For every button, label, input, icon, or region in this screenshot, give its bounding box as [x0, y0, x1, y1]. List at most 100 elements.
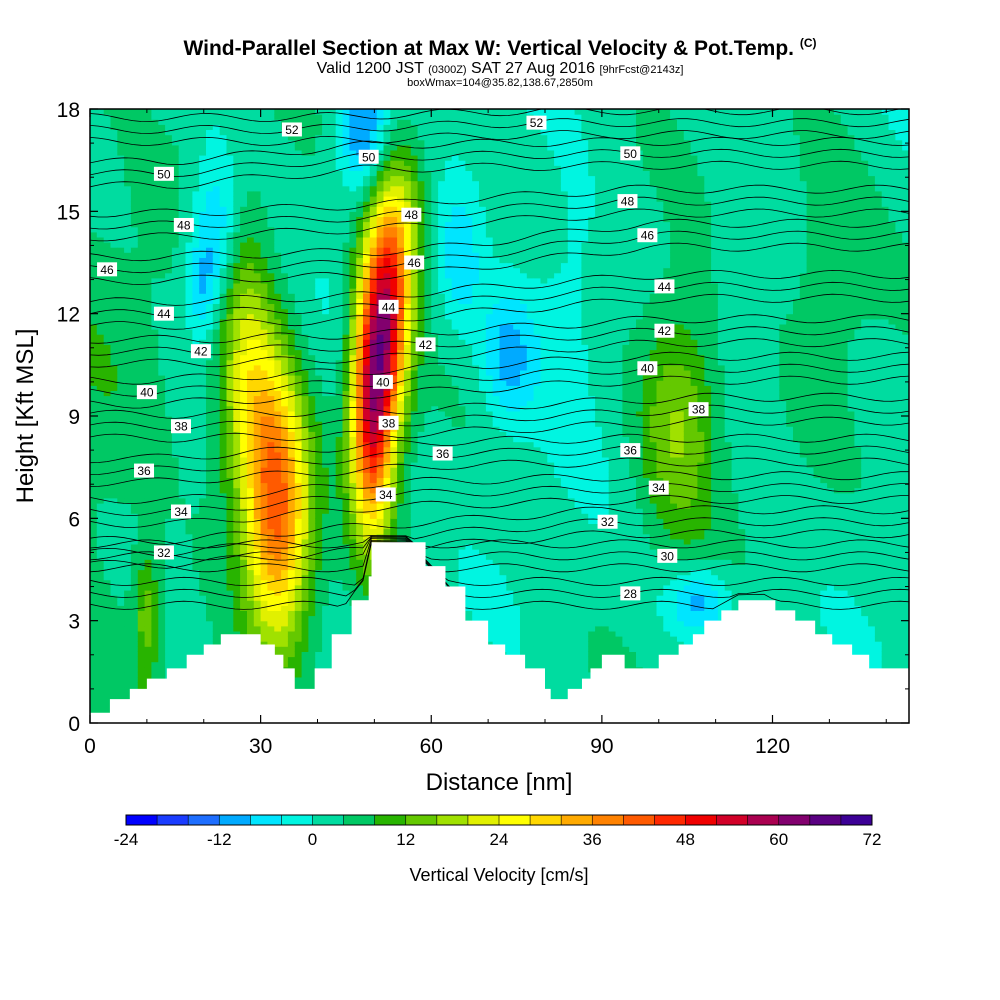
vv-cell: [124, 323, 132, 330]
vv-cell: [212, 364, 221, 371]
vv-cell: [287, 405, 296, 412]
vv-cell: [281, 574, 289, 581]
vv-cell: [110, 446, 118, 453]
vv-cell: [335, 354, 344, 361]
vv-cell: [328, 252, 337, 258]
vv-cell: [301, 155, 309, 161]
vv-cell: [274, 421, 282, 427]
vv-cell: [96, 180, 105, 187]
vv-cell: [199, 308, 207, 315]
vv-cell: [212, 487, 221, 494]
vv-cell: [233, 344, 241, 351]
vv-cell: [328, 119, 337, 125]
vv-cell: [192, 636, 200, 642]
vv-cell: [363, 579, 371, 586]
vv-cell: [349, 190, 357, 197]
vv-cell: [267, 329, 275, 335]
vv-cell: [356, 339, 364, 345]
vv-cell: [315, 298, 323, 304]
vv-cell: [110, 364, 118, 371]
vv-cell: [165, 630, 173, 637]
vv-cell: [171, 651, 180, 658]
vv-cell: [192, 492, 200, 499]
vv-cell: [192, 416, 200, 422]
vv-cell: [144, 349, 152, 356]
vv-cell: [294, 416, 303, 422]
vv-cell: [165, 431, 173, 437]
vv-cell: [137, 559, 146, 565]
vv-cell: [103, 528, 112, 535]
vv-cell: [301, 533, 309, 540]
vv-cell: [294, 303, 303, 310]
vv-cell: [110, 283, 118, 289]
vv-cell: [267, 436, 275, 443]
vv-cell: [322, 170, 330, 177]
vv-cell: [253, 185, 262, 192]
vv-cell: [322, 472, 330, 478]
vv-cell: [137, 661, 146, 668]
vv-cell: [212, 231, 221, 238]
vv-cell: [158, 134, 166, 141]
vv-cell: [185, 630, 193, 637]
vv-cell: [356, 385, 364, 391]
vv-cell: [117, 226, 125, 233]
vv-cell: [253, 180, 262, 187]
vv-cell: [130, 641, 139, 647]
vv-cell: [144, 620, 152, 627]
vv-cell: [110, 410, 118, 417]
vv-cell: [199, 595, 207, 601]
vv-cell: [158, 349, 166, 356]
vv-cell: [274, 446, 282, 453]
vv-cell: [315, 385, 323, 391]
vv-cell: [267, 569, 275, 576]
vv-cell: [315, 518, 323, 524]
vv-cell: [185, 288, 193, 294]
vv-cell: [247, 620, 255, 627]
vv-cell: [151, 523, 159, 530]
vv-cell: [158, 569, 166, 576]
vv-cell: [247, 543, 255, 550]
vv-cell: [137, 431, 146, 437]
vv-cell: [335, 426, 344, 432]
vv-cell: [315, 456, 323, 463]
vv-cell: [90, 124, 98, 130]
vv-cell: [192, 334, 200, 340]
vv-cell: [267, 590, 275, 596]
vv-cell: [342, 584, 350, 591]
vv-cell: [130, 574, 139, 581]
vv-cell: [165, 124, 173, 130]
vv-cell: [185, 487, 193, 494]
vv-cell: [219, 574, 228, 581]
vv-cell: [124, 170, 132, 177]
vv-cell: [315, 508, 323, 514]
vv-cell: [240, 554, 248, 560]
vv-cell: [233, 462, 241, 468]
vv-cell: [315, 196, 323, 202]
vv-cell: [137, 144, 146, 151]
vv-cell: [342, 477, 350, 484]
vv-cell: [90, 523, 98, 530]
vv-cell: [328, 472, 337, 478]
vv-cell: [192, 487, 200, 494]
vv-cell: [301, 431, 309, 437]
vv-cell: [260, 615, 268, 622]
vv-cell: [219, 129, 228, 136]
vv-cell: [124, 692, 132, 698]
vv-cell: [335, 364, 344, 371]
vv-cell: [178, 277, 187, 284]
vv-cell: [253, 426, 262, 432]
vv-cell: [192, 160, 200, 166]
vv-cell: [363, 436, 371, 443]
vv-cell: [260, 446, 268, 453]
vv-cell: [103, 144, 112, 151]
vv-cell: [199, 426, 207, 432]
vv-cell: [349, 272, 357, 279]
vv-cell: [158, 579, 166, 586]
vv-cell: [130, 651, 139, 658]
vv-cell: [342, 513, 350, 519]
vv-cell: [253, 625, 262, 632]
vv-cell: [130, 185, 139, 192]
vv-cell: [233, 288, 241, 294]
vv-cell: [308, 236, 316, 243]
vv-cell: [322, 109, 330, 115]
